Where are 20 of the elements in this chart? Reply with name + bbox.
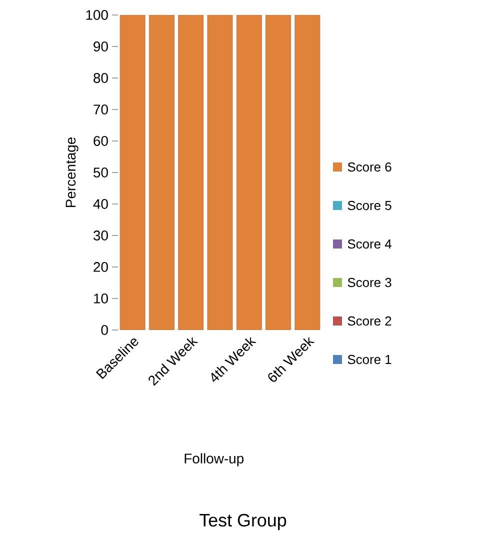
legend-label: Score 2: [348, 316, 392, 326]
legend-label: Score 4: [348, 239, 392, 249]
y-tick-label: 30: [94, 230, 108, 240]
y-axis-title: Percentage: [66, 137, 78, 208]
y-tick-label: 0: [101, 325, 108, 335]
x-axis-title: Follow-up: [184, 453, 244, 466]
y-tick-label: 60: [94, 136, 108, 146]
legend-label: Score 6: [348, 162, 392, 172]
legend-label: Score 5: [348, 200, 392, 210]
legend-label: Score 3: [348, 278, 392, 288]
y-tick-label: 10: [94, 294, 108, 304]
y-tick-label: 70: [94, 104, 108, 114]
y-tick-label: 50: [94, 168, 108, 178]
text: Test Group: [200, 514, 286, 530]
legend-label: Score 1: [348, 354, 392, 364]
y-tick-label: 80: [94, 73, 108, 83]
y-tick-label: 20: [94, 262, 108, 272]
y-tick-label: 100: [86, 10, 108, 20]
y-tick-label: 90: [94, 42, 108, 52]
y-tick-label: 40: [93, 199, 108, 209]
